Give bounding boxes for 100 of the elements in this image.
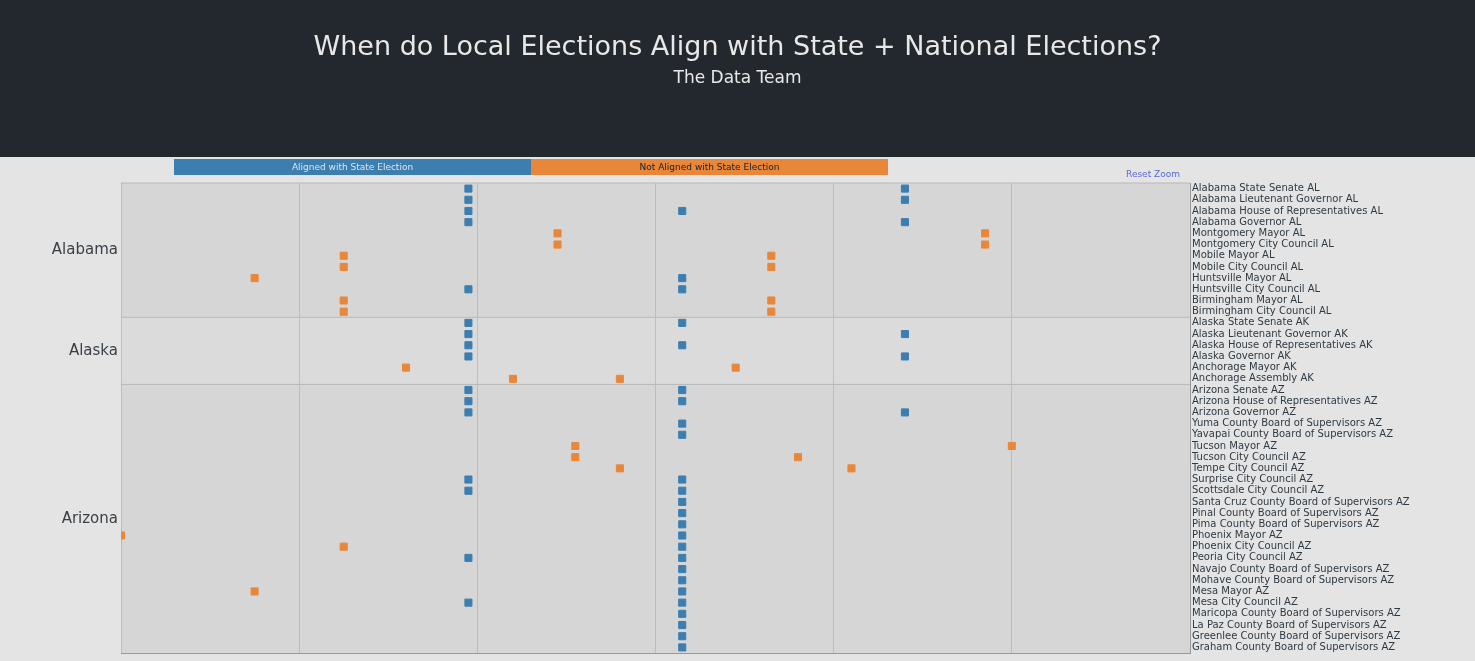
point	[678, 520, 687, 529]
y-tick-label: Pima County Board of Supervisors AZ	[1192, 517, 1380, 529]
point	[464, 486, 473, 495]
point	[508, 374, 517, 383]
point	[678, 285, 687, 294]
point	[900, 330, 909, 339]
point	[900, 218, 909, 227]
text: Reset Zoom	[1125, 169, 1180, 179]
point	[794, 453, 803, 462]
point	[571, 453, 580, 462]
y-tick-label: Alabama Governor AL	[1192, 215, 1302, 227]
point	[464, 184, 473, 193]
point	[678, 206, 687, 216]
point	[900, 184, 909, 193]
y-tick-label: Navajo County Board of Supervisors AZ	[1192, 562, 1390, 574]
point	[464, 285, 473, 294]
y-tick-label: Anchorage Mayor AK	[1192, 361, 1297, 373]
point	[571, 441, 580, 451]
point	[678, 531, 687, 540]
point	[250, 274, 259, 283]
y-tick-label: Alabama State Senate AL	[1192, 182, 1320, 194]
point	[678, 497, 687, 506]
point	[767, 251, 776, 260]
y-tick-label: Huntsville City Council AL	[1192, 282, 1321, 294]
point	[553, 240, 562, 249]
point	[464, 330, 473, 339]
y-tick-label: Alaska Governor AK	[1192, 350, 1292, 362]
y-tick-label: Maricopa County Board of Supervisors AZ	[1192, 607, 1401, 619]
point	[339, 251, 348, 260]
chart-subtitle: The Data Team	[672, 67, 803, 87]
y-tick-label: Alaska House of Representatives AK	[1192, 338, 1373, 350]
y-tick-label: Birmingham City Council AL	[1192, 305, 1332, 317]
point	[678, 475, 687, 484]
y-tick-label: Alabama House of Representatives AL	[1192, 204, 1384, 216]
y-tick-label: Montgomery City Council AL	[1192, 238, 1335, 250]
y-tick-label: Phoenix City Council AZ	[1192, 540, 1312, 552]
point	[678, 397, 687, 406]
y-tick-label: Phoenix Mayor AZ	[1192, 529, 1283, 541]
point	[339, 307, 348, 316]
y-tick-label: La Paz County Board of Supervisors AZ	[1192, 618, 1387, 630]
point	[981, 240, 990, 249]
point	[678, 318, 687, 327]
y-tick-label: Anchorage Assembly AK	[1192, 372, 1315, 384]
point	[767, 262, 776, 271]
point	[464, 206, 473, 216]
y-tick-label: Arizona Senate AZ	[1192, 383, 1285, 395]
point	[900, 408, 909, 417]
y-tick-label: Tucson Mayor AZ	[1191, 439, 1278, 451]
band-label: Arizona	[61, 508, 118, 527]
point	[464, 475, 473, 484]
y-tick-label: Mesa City Council AZ	[1192, 596, 1298, 608]
point	[402, 363, 411, 372]
point	[731, 363, 740, 372]
point	[767, 296, 776, 305]
y-tick-label: Alaska Lieutenant Governor AK	[1192, 327, 1349, 339]
point	[678, 430, 687, 439]
point	[900, 352, 909, 361]
y-tick-label: Graham County Board of Supervisors AZ	[1192, 641, 1396, 652]
point	[464, 553, 473, 562]
point	[767, 307, 776, 316]
point	[678, 486, 687, 495]
point	[1007, 441, 1016, 451]
point	[553, 229, 562, 238]
point	[339, 296, 348, 305]
point	[678, 553, 687, 562]
point	[678, 419, 687, 428]
point	[615, 464, 624, 473]
chart-title: When do Local Elections Align with State + National Elections?	[312, 29, 1163, 61]
y-tick-label: Scottsdale City Council AZ	[1192, 484, 1325, 496]
point	[678, 598, 687, 607]
y-tick-label: Mobile Mayor AL	[1192, 249, 1275, 261]
point	[464, 341, 473, 350]
point	[464, 218, 473, 227]
y-tick-label: Arizona House of Representatives AZ	[1192, 394, 1378, 406]
point	[678, 509, 687, 518]
point	[464, 385, 473, 395]
point	[464, 598, 473, 607]
point	[678, 274, 687, 283]
text: Not Aligned with State Election	[531, 159, 888, 175]
y-tick-label: Greenlee County Board of Supervisors AZ	[1192, 629, 1401, 641]
point	[900, 195, 909, 204]
y-tick-label: Arizona Governor AZ	[1192, 406, 1297, 417]
y-tick-label: Tucson City Council AZ	[1191, 450, 1306, 462]
y-tick-label: Tempe City Council AZ	[1191, 461, 1305, 473]
y-tick-label: Peoria City Council AZ	[1192, 551, 1303, 563]
y-tick-label: Surprise City Council AZ	[1192, 473, 1314, 485]
point	[339, 262, 348, 271]
y-tick-label: Alabama Lieutenant Governor AL	[1192, 193, 1359, 205]
point	[678, 587, 687, 596]
point	[678, 542, 687, 551]
point	[464, 397, 473, 406]
point	[678, 341, 687, 350]
y-tick-label: Santa Cruz County Board of Supervisors AZ	[1192, 495, 1410, 507]
text: Aligned with State Election	[174, 159, 531, 175]
point	[250, 587, 259, 596]
point	[464, 408, 473, 417]
point	[464, 352, 473, 361]
point	[678, 565, 687, 574]
y-tick-label: Alaska State Senate AK	[1192, 316, 1310, 328]
y-tick-label: Pinal County Board of Supervisors AZ	[1192, 506, 1379, 518]
